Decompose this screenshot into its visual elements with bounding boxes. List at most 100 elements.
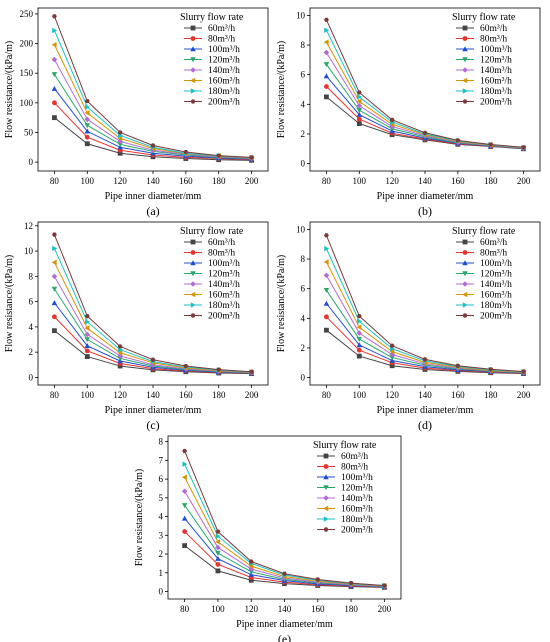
legend-marker bbox=[462, 67, 468, 73]
data-point bbox=[84, 116, 91, 123]
data-point bbox=[84, 337, 91, 343]
data-point bbox=[315, 577, 321, 582]
data-point bbox=[348, 580, 354, 586]
legend-marker bbox=[190, 57, 196, 63]
data-point bbox=[381, 583, 387, 588]
data-point bbox=[356, 98, 362, 105]
data-point bbox=[117, 135, 123, 142]
legend-marker bbox=[190, 67, 196, 73]
data-point bbox=[182, 529, 188, 534]
data-point bbox=[389, 117, 395, 122]
y-axis-title: Flow resistance/(kPa/m) bbox=[276, 41, 287, 138]
data-point bbox=[117, 350, 123, 356]
x-tick-label: 160 bbox=[179, 390, 193, 400]
legend-entry: 100m³/h bbox=[480, 259, 512, 269]
x-tick-label: 180 bbox=[212, 176, 226, 186]
data-point bbox=[521, 145, 526, 150]
data-point bbox=[324, 27, 330, 33]
y-tick-label: 10 bbox=[296, 10, 306, 20]
data-point bbox=[181, 515, 188, 521]
legend-entry: 160m³/h bbox=[341, 505, 373, 515]
y-tick-label: 0 bbox=[29, 372, 34, 382]
legend-title: Slurry flow rate bbox=[313, 440, 377, 451]
legend-entry: 60m³/h bbox=[208, 24, 235, 34]
data-point bbox=[356, 330, 363, 336]
legend-marker bbox=[190, 99, 196, 104]
data-point bbox=[215, 529, 221, 534]
data-point bbox=[324, 314, 329, 320]
legend-entry: 180m³/h bbox=[480, 301, 512, 311]
data-point bbox=[356, 108, 363, 114]
data-point bbox=[215, 544, 221, 551]
x-tick-label: 80 bbox=[322, 390, 332, 400]
x-axis-title: Pipe inner diameter/mm bbox=[377, 191, 474, 202]
legend-entry: 140m³/h bbox=[480, 280, 512, 290]
legend-entry: 200m³/h bbox=[208, 98, 240, 108]
data-point bbox=[324, 17, 329, 22]
y-axis-title: Flow resistance/(kPa/m) bbox=[4, 255, 15, 352]
x-tick-label: 160 bbox=[179, 176, 193, 186]
y-tick-label: 200 bbox=[20, 39, 34, 49]
data-point bbox=[282, 571, 287, 576]
data-point bbox=[51, 259, 57, 266]
data-point bbox=[182, 448, 188, 454]
data-point bbox=[248, 559, 254, 564]
x-tick-label: 160 bbox=[451, 176, 465, 186]
data-point bbox=[323, 62, 330, 68]
legend-marker bbox=[190, 260, 196, 266]
data-point bbox=[150, 362, 156, 368]
legend-marker bbox=[190, 77, 196, 84]
y-tick-label: 50 bbox=[24, 127, 34, 137]
chart-panel-d: 80 100 120 140 160 180 200 0 2 4 6 8 10 Pipe inner di… bbox=[276, 221, 541, 432]
chart-panel-a: 80 100 120 140 160 180 200 0 50 100 150 200 250 Pipe … bbox=[4, 7, 269, 218]
legend-marker bbox=[462, 260, 468, 266]
y-tick-label: 8 bbox=[301, 254, 306, 264]
legend-marker bbox=[462, 57, 468, 63]
legend-marker bbox=[462, 88, 468, 94]
y-tick-label: 6 bbox=[301, 70, 306, 80]
data-point bbox=[389, 123, 395, 130]
data-point bbox=[51, 56, 58, 63]
y-tick-label: 10 bbox=[296, 224, 306, 234]
data-point bbox=[84, 98, 90, 104]
data-point bbox=[52, 115, 57, 121]
x-tick-label: 140 bbox=[418, 176, 432, 186]
legend-marker bbox=[323, 495, 329, 501]
data-point bbox=[150, 357, 156, 362]
legend-entry: 80m³/h bbox=[341, 463, 368, 473]
data-point bbox=[323, 287, 330, 293]
x-tick-label: 100 bbox=[81, 176, 95, 186]
y-tick-label: 0 bbox=[159, 587, 164, 597]
data-point bbox=[84, 331, 91, 338]
data-point bbox=[117, 344, 123, 349]
x-tick-label: 120 bbox=[385, 390, 399, 400]
data-point bbox=[216, 153, 222, 158]
y-tick-label: 100 bbox=[20, 98, 34, 108]
data-point bbox=[117, 356, 123, 362]
x-tick-label: 100 bbox=[81, 390, 95, 400]
data-point bbox=[52, 245, 58, 252]
legend-marker bbox=[462, 302, 468, 308]
x-tick-label: 80 bbox=[50, 176, 60, 186]
x-tick-label: 120 bbox=[385, 176, 399, 186]
data-point bbox=[51, 300, 58, 306]
legend-entry: 160m³/h bbox=[480, 77, 512, 87]
legend-marker bbox=[462, 25, 468, 31]
y-tick-label: 4 bbox=[301, 99, 306, 109]
x-tick-label: 160 bbox=[451, 390, 465, 400]
legend-marker bbox=[462, 250, 468, 255]
legend-entry: 200m³/h bbox=[341, 526, 373, 536]
legend-marker bbox=[190, 313, 196, 318]
data-point bbox=[51, 41, 57, 48]
data-point bbox=[51, 72, 58, 78]
legend-entry: 140m³/h bbox=[208, 66, 240, 76]
x-tick-label: 160 bbox=[311, 604, 325, 614]
x-tick-label: 140 bbox=[418, 390, 432, 400]
data-point bbox=[85, 319, 91, 325]
data-point bbox=[455, 138, 461, 143]
data-point bbox=[117, 130, 123, 135]
legend-entry: 140m³/h bbox=[341, 494, 373, 504]
y-tick-label: 2 bbox=[159, 549, 164, 559]
data-point bbox=[182, 461, 188, 467]
